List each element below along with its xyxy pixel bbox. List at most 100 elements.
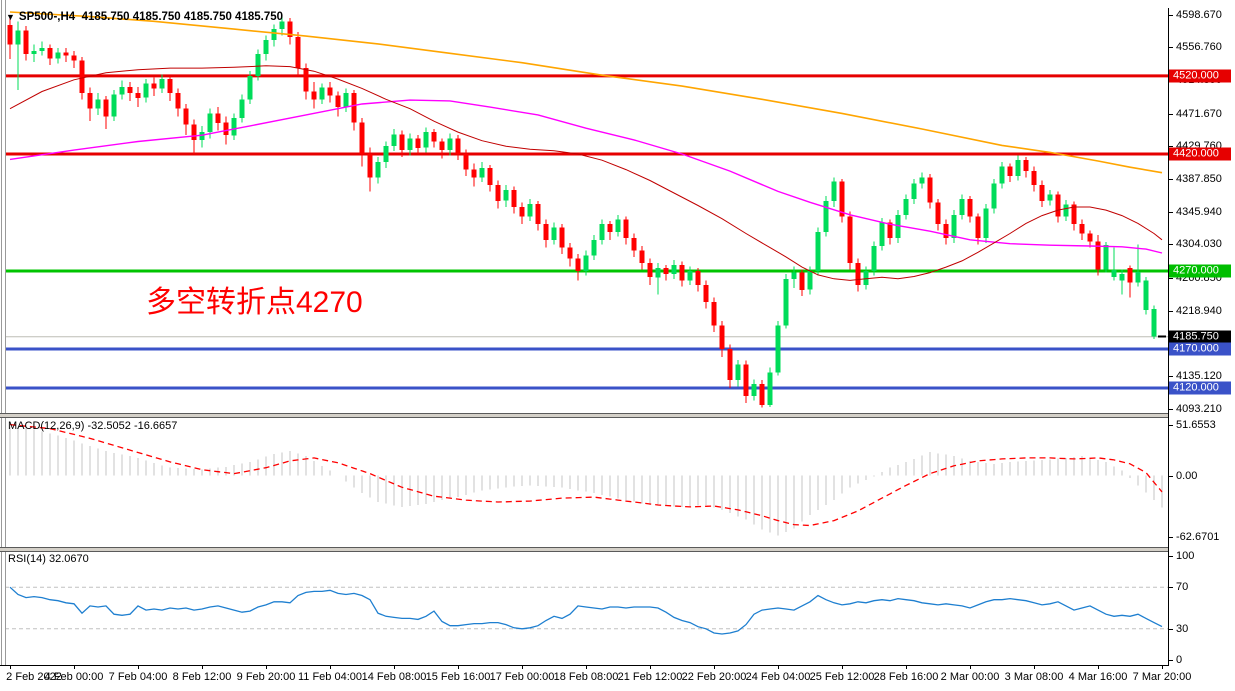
- time-tick-label: 9 Feb 20:00: [236, 671, 296, 683]
- rsi-tick-mark: [1168, 556, 1173, 557]
- time-tick-mark: [330, 666, 331, 669]
- price-tick-mark: [1168, 212, 1173, 213]
- time-tick-label: 4 Mar 16:00: [1068, 671, 1128, 683]
- price-tick-mark: [1168, 114, 1173, 115]
- time-tick-mark: [842, 666, 843, 669]
- time-tick-mark: [970, 666, 971, 669]
- time-tick-label: 7 Feb 04:00: [108, 671, 168, 683]
- time-tick-label: 18 Feb 08:00: [553, 671, 619, 683]
- price-tick-label: 4304.030: [1176, 238, 1222, 250]
- time-tick-label: 25 Feb 12:00: [809, 671, 875, 683]
- price-level-badge: 4185.750: [1169, 330, 1231, 344]
- time-tick-mark: [586, 666, 587, 669]
- time-tick-label: 4 Feb 00:00: [44, 671, 104, 683]
- price-tick-label: 4598.670: [1176, 9, 1222, 21]
- time-tick-mark: [778, 666, 779, 669]
- time-tick-label: 3 Mar 08:00: [1004, 671, 1064, 683]
- time-tick-label: 15 Feb 16:00: [425, 671, 491, 683]
- ohlc-readout: 4185.750 4185.750 4185.750 4185.750: [81, 11, 284, 23]
- price-tick-label: 4387.850: [1176, 173, 1222, 185]
- time-tick-label: 22 Feb 20:00: [681, 671, 747, 683]
- rsi-tick-mark: [1168, 587, 1173, 588]
- time-tick-label: 17 Feb 00:00: [489, 671, 555, 683]
- price-tick-label: 4093.210: [1176, 403, 1222, 415]
- chart-title: ▼ SP500-,H4 4185.750 4185.750 4185.750 41…: [6, 11, 283, 23]
- rsi-line: [9, 586, 1163, 635]
- price-annotation-text[interactable]: 多空转折点4270: [146, 286, 363, 319]
- rsi-tick-mark: [1168, 660, 1173, 661]
- time-tick-mark: [458, 666, 459, 669]
- ma-slow-line: [9, 11, 1163, 174]
- price-level-badge: 4170.000: [1169, 342, 1231, 356]
- ma-medium-line: [9, 99, 1163, 254]
- time-tick-label: 28 Feb 16:00: [873, 671, 939, 683]
- price-tick-mark: [1168, 409, 1173, 410]
- time-tick-mark: [906, 666, 907, 669]
- macd-tick-label: 51.6553: [1176, 419, 1216, 431]
- time-axis-border: [0, 665, 1168, 666]
- time-tick-label: 2 Feb 2022: [6, 671, 62, 683]
- price-axis-border: [1168, 8, 1169, 666]
- time-tick-label: 2 Mar 00:00: [940, 671, 1000, 683]
- time-tick-label: 7 Mar 20:00: [1132, 671, 1192, 683]
- macd-indicator-label: MACD(12,26,9) -32.5052 -16.6657: [8, 420, 178, 432]
- window-left-edge: [1, 0, 6, 666]
- rsi-tick-label: 100: [1176, 550, 1195, 562]
- price-tick-mark: [1168, 47, 1173, 48]
- price-tick-label: 4345.940: [1176, 206, 1222, 218]
- time-tick-mark: [74, 666, 75, 669]
- time-tick-mark: [202, 666, 203, 669]
- macd-tick-label: -62.6701: [1176, 531, 1220, 543]
- ma-fast-line: [9, 65, 1163, 281]
- time-tick-mark: [266, 666, 267, 669]
- panel-separator-rsi[interactable]: [0, 547, 1168, 552]
- time-tick-mark: [650, 666, 651, 669]
- time-tick-label: 11 Feb 04:00: [297, 671, 363, 683]
- time-tick-label: 8 Feb 12:00: [172, 671, 232, 683]
- price-tick-mark: [1168, 311, 1173, 312]
- panel-separator-macd[interactable]: [0, 413, 1168, 418]
- symbol-label: SP500-,H4: [18, 11, 76, 23]
- price-tick-mark: [1168, 146, 1173, 147]
- price-tick-mark: [1168, 278, 1173, 279]
- price-tick-mark: [1168, 15, 1173, 16]
- candlesticks: [7, 16, 1166, 408]
- time-tick-mark: [138, 666, 139, 669]
- time-axis[interactable]: [0, 666, 1235, 691]
- price-level-badge: 4520.000: [1169, 69, 1231, 83]
- price-level-badge: 4420.000: [1169, 147, 1231, 161]
- macd-tick-label: 0.00: [1176, 470, 1198, 482]
- time-tick-mark: [1034, 666, 1035, 669]
- rsi-tick-mark: [1168, 629, 1173, 630]
- time-tick-label: 14 Feb 08:00: [361, 671, 427, 683]
- macd-signal-line: [9, 423, 1163, 527]
- price-level-badge: 4270.000: [1169, 264, 1231, 278]
- time-tick-mark: [714, 666, 715, 669]
- macd-histogram: [9, 426, 1163, 536]
- price-tick-mark: [1168, 376, 1173, 377]
- time-tick-mark: [10, 666, 11, 669]
- price-tick-label: 4556.760: [1176, 41, 1222, 53]
- price-level-badge: 4120.000: [1169, 381, 1231, 395]
- rsi-indicator-label: RSI(14) 32.0670: [8, 553, 89, 565]
- macd-tick-mark: [1168, 537, 1173, 538]
- rsi-tick-label: 70: [1176, 581, 1189, 593]
- price-tick-mark: [1168, 179, 1173, 180]
- macd-tick-mark: [1168, 476, 1173, 477]
- time-tick-label: 24 Feb 04:00: [745, 671, 811, 683]
- rsi-tick-label: 0: [1176, 654, 1183, 666]
- time-tick-mark: [1162, 666, 1163, 669]
- macd-tick-mark: [1168, 425, 1173, 426]
- time-tick-label: 21 Feb 12:00: [617, 671, 683, 683]
- time-tick-mark: [522, 666, 523, 669]
- price-tick-label: 4135.120: [1176, 370, 1222, 382]
- symbol-dropdown-icon[interactable]: ▼: [6, 12, 15, 22]
- price-tick-label: 4471.670: [1176, 108, 1222, 120]
- price-tick-label: 4218.940: [1176, 305, 1222, 317]
- rsi-tick-label: 30: [1176, 623, 1189, 635]
- price-tick-mark: [1168, 244, 1173, 245]
- time-tick-mark: [1098, 666, 1099, 669]
- time-tick-mark: [394, 666, 395, 669]
